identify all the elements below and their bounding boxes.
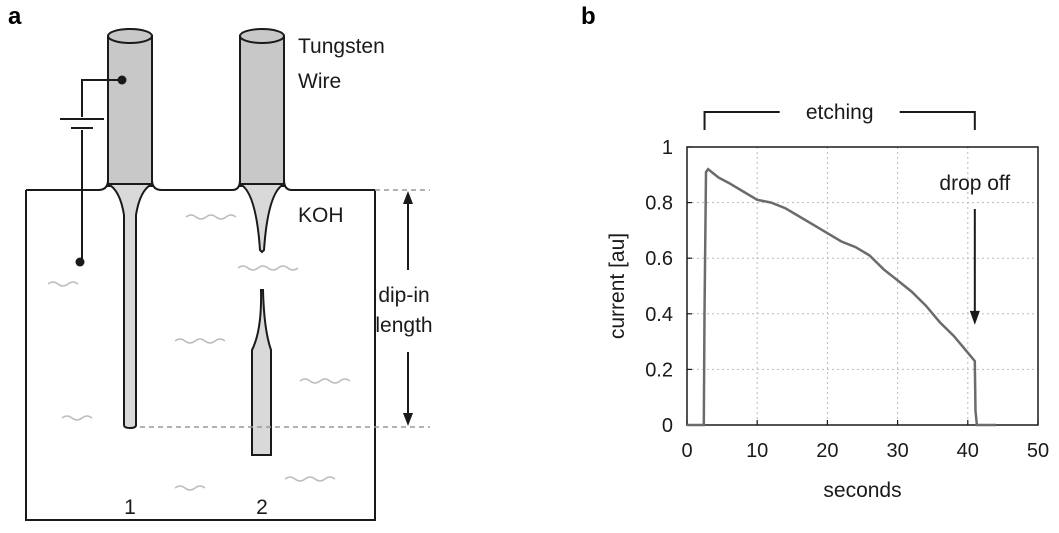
drop-arrow-head xyxy=(969,310,980,325)
wire-1-number: 1 xyxy=(124,496,136,519)
y-tick-label: 0 xyxy=(662,415,673,437)
dip-in-label-line1: dip-in xyxy=(378,284,429,307)
drop-off-arrow xyxy=(969,209,980,325)
solution-ripples xyxy=(47,214,351,491)
panel-a: a xyxy=(8,3,433,521)
ripple xyxy=(61,415,93,421)
bracket-left xyxy=(703,111,780,130)
drop-off-label: drop off xyxy=(939,172,1010,195)
dip-in-arrow xyxy=(403,191,413,426)
chart-grid xyxy=(687,147,1038,425)
ripple xyxy=(237,265,299,271)
x-axis-label: seconds xyxy=(823,479,901,502)
etching-label: etching xyxy=(806,101,874,124)
y-axis-label: current [au] xyxy=(606,233,629,339)
contact-dot-solution xyxy=(75,257,85,267)
chart-ticks: 0 10 20 30 40 50 0 0.2 0.4 0.6 0.8 1 xyxy=(645,137,1049,462)
contact-dot-wire xyxy=(117,75,127,85)
y-tick-label: 0.8 xyxy=(645,193,673,215)
ripple xyxy=(299,378,351,384)
y-tick-label: 0.4 xyxy=(645,304,673,326)
wire-2-number: 2 xyxy=(256,496,268,519)
etching-bracket xyxy=(703,111,976,130)
x-tick-label: 50 xyxy=(1027,440,1049,462)
tungsten-wire-2 xyxy=(239,28,285,456)
wire-1-top-cap xyxy=(107,28,153,44)
plot-frame xyxy=(686,146,1039,426)
tungsten-wire-1 xyxy=(107,28,153,430)
ripple xyxy=(174,338,226,344)
ripple xyxy=(284,476,336,482)
wire-2-upper-tip xyxy=(239,183,285,254)
wire-1-submerged xyxy=(107,183,153,430)
ripple xyxy=(47,281,79,287)
panel-b-letter: b xyxy=(581,3,596,30)
wire-1-upper xyxy=(107,35,153,187)
dip-arrow-up-head xyxy=(403,191,413,204)
beaker-outline xyxy=(25,190,376,521)
liquid-surface xyxy=(26,179,375,191)
panel-a-letter: a xyxy=(8,3,22,30)
dip-in-label-line2: length xyxy=(375,314,432,337)
ripple xyxy=(174,485,206,491)
x-tick-label: 0 xyxy=(681,440,692,462)
y-tick-label: 0.6 xyxy=(645,248,673,270)
ripple xyxy=(185,214,237,220)
wire-2-dropped-piece xyxy=(251,289,272,456)
x-tick-label: 20 xyxy=(816,440,838,462)
wire-2-upper xyxy=(239,35,285,187)
current-series-line xyxy=(687,167,996,427)
x-tick-label: 10 xyxy=(746,440,768,462)
tungsten-label-line2: Wire xyxy=(298,70,341,93)
koh-label: KOH xyxy=(298,204,344,227)
x-tick-label: 40 xyxy=(957,440,979,462)
dip-arrow-down-head xyxy=(403,413,413,426)
y-tick-label: 0.2 xyxy=(645,359,673,381)
x-tick-label: 30 xyxy=(886,440,908,462)
y-tick-label: 1 xyxy=(662,137,673,159)
bracket-right xyxy=(899,111,976,130)
tungsten-label-line1: Tungsten xyxy=(298,35,385,58)
panel-b: b 0 10 20 30 40 50 0 0.2 0.4 0.6 0.8 1 etching drop… xyxy=(581,3,1049,502)
wire-2-top-cap xyxy=(239,28,285,44)
